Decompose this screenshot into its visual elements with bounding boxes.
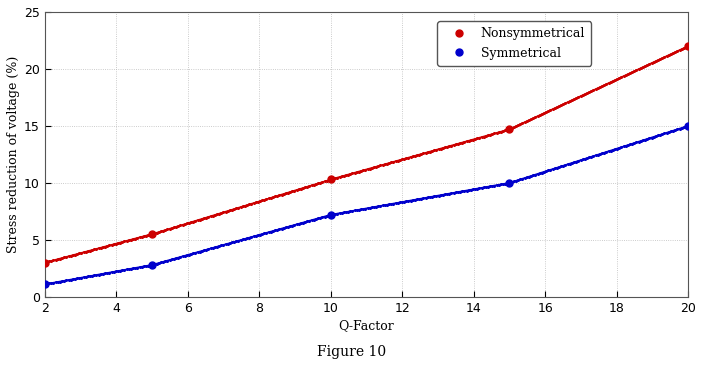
Legend: Nonsymmetrical, Symmetrical: Nonsymmetrical, Symmetrical (437, 21, 591, 66)
Line: Nonsymmetrical: Nonsymmetrical (41, 43, 692, 266)
Text: Figure 10: Figure 10 (317, 345, 386, 359)
Nonsymmetrical (505, 127, 514, 132)
Y-axis label: Stress reduction of voltage (%): Stress reduction of voltage (%) (7, 56, 20, 253)
Nonsymmetrical (148, 232, 156, 236)
Symmetrical (505, 181, 514, 185)
Symmetrical (326, 213, 335, 217)
Symmetrical (684, 124, 692, 128)
Line: Symmetrical: Symmetrical (41, 122, 692, 288)
Symmetrical (148, 263, 156, 267)
X-axis label: Q-Factor: Q-Factor (339, 319, 394, 332)
Symmetrical (41, 282, 49, 286)
Nonsymmetrical (326, 177, 335, 182)
Nonsymmetrical (41, 260, 49, 265)
Nonsymmetrical (684, 44, 692, 48)
